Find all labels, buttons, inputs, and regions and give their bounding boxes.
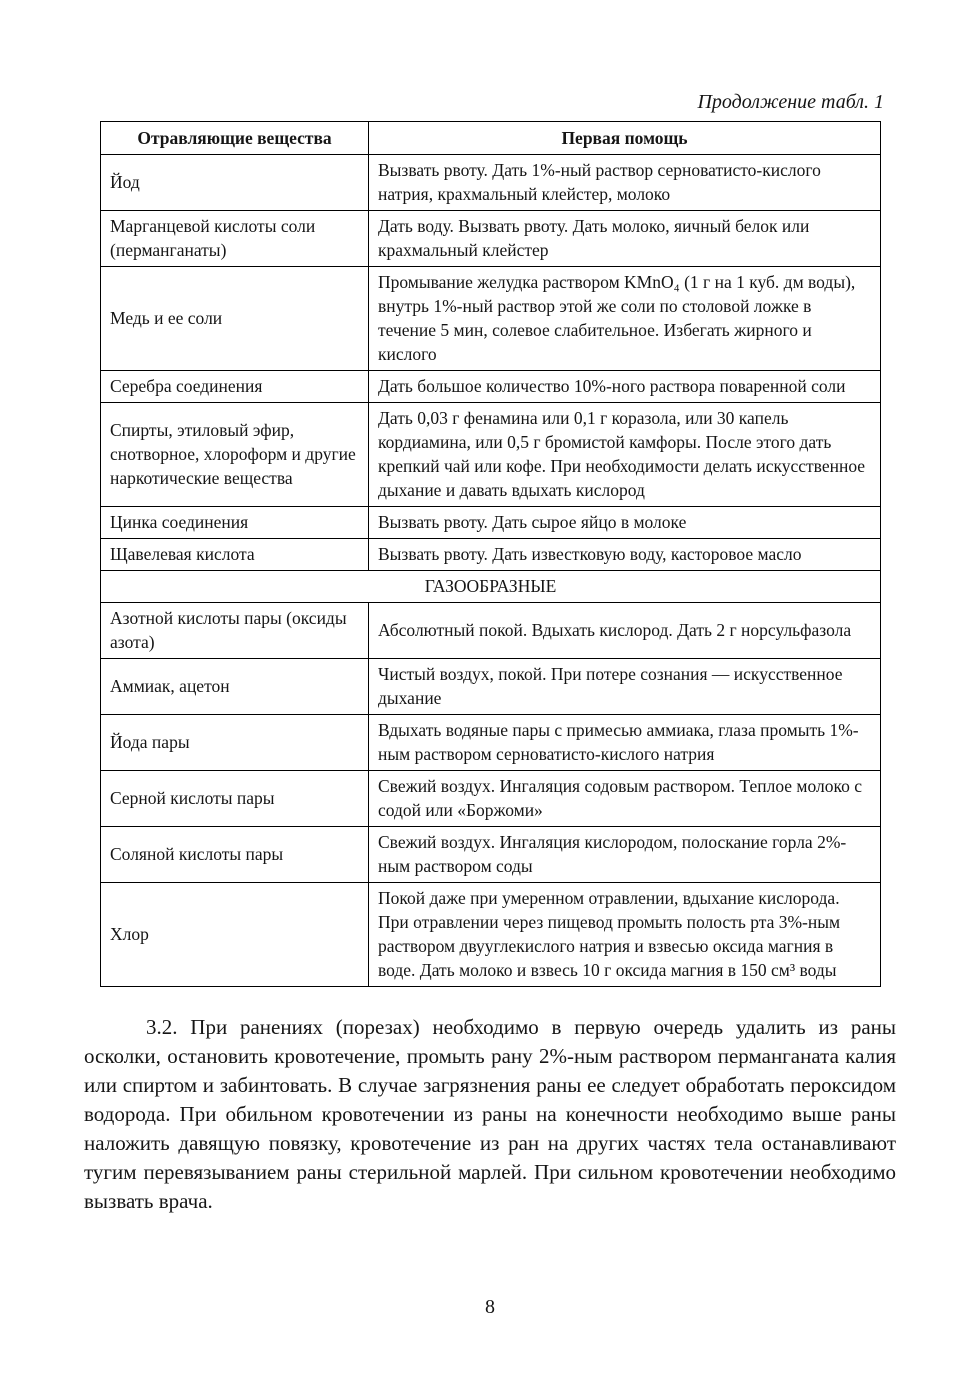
aid-cell: Дать воду. Вызвать рвоту. Дать молоко, я… bbox=[368, 210, 881, 267]
table-row: Аммиак, ацетон Чистый воздух, покой. При … bbox=[100, 658, 881, 715]
aid-cell: Абсолютный покой. Вдыхать кислород. Дать… bbox=[368, 602, 881, 659]
table-row: Йод Вызвать рвоту. Дать 1%-ный раствор се… bbox=[100, 154, 881, 211]
section-row: ГАЗООБРАЗНЫЕ bbox=[100, 570, 881, 603]
substance-cell: Аммиак, ацетон bbox=[100, 658, 369, 715]
table-row: Спирты, этиловый эфир, снотворное, хлоро… bbox=[100, 402, 881, 507]
substance-cell: Спирты, этиловый эфир, снотворное, хлоро… bbox=[100, 402, 369, 507]
page-number: 8 bbox=[485, 1296, 495, 1318]
aid-cell: Дать 0,03 г фенамина или 0,1 г коразола,… bbox=[368, 402, 881, 507]
table-row: Щавелевая кислота Вызвать рвоту. Дать изв… bbox=[100, 538, 881, 571]
substance-cell: Цинка соединения bbox=[100, 506, 369, 539]
aid-cell: Дать большое количество 10%-ного раствор… bbox=[368, 370, 881, 403]
table-row: Цинка соединения Вызвать рвоту. Дать сыро… bbox=[100, 506, 881, 539]
table-row: Йода пары Вдыхать водяные пары с примесью… bbox=[100, 714, 881, 771]
poison-first-aid-table: Отравляющие вещества Первая помощь Йод Вы… bbox=[100, 121, 881, 987]
aid-cell: Чистый воздух, покой. При потере сознани… bbox=[368, 658, 881, 715]
aid-cell: Свежий воздух. Ингаляция содовым раствор… bbox=[368, 770, 881, 827]
table-row: Хлор Покой даже при умеренном отравлении,… bbox=[100, 882, 881, 987]
substance-cell: Щавелевая кислота bbox=[100, 538, 369, 571]
table-body: Йод Вызвать рвоту. Дать 1%-ный раствор се… bbox=[100, 154, 881, 987]
table-caption: Продолжение табл. 1 bbox=[697, 91, 884, 113]
aid-cell: Промывание желудка раствором KMnO₄ (1 г … bbox=[368, 266, 881, 371]
table-row: Марганцевой кислоты соли (перманганаты) Д… bbox=[100, 210, 881, 267]
substance-cell: Йод bbox=[100, 154, 369, 211]
aid-cell: Вызвать рвоту. Дать известковую воду, ка… bbox=[368, 538, 881, 571]
substance-cell: Соляной кислоты пары bbox=[100, 826, 369, 883]
table-row: Серной кислоты пары Свежий воздух. Ингаля… bbox=[100, 770, 881, 827]
aid-column-header: Первая помощь bbox=[368, 121, 881, 155]
substance-cell: Медь и ее соли bbox=[100, 266, 369, 371]
table-row: Медь и ее соли Промывание желудка раствор… bbox=[100, 266, 881, 371]
section-cell: ГАЗООБРАЗНЫЕ bbox=[100, 570, 881, 603]
aid-cell: Свежий воздух. Ингаляция кислородом, пол… bbox=[368, 826, 881, 883]
substance-cell: Марганцевой кислоты соли (перманганаты) bbox=[100, 210, 369, 267]
substance-column-header: Отравляющие вещества bbox=[100, 121, 369, 155]
substance-cell: Серной кислоты пары bbox=[100, 770, 369, 827]
table-row: Серебра соединения Дать большое количеств… bbox=[100, 370, 881, 403]
substance-cell: Серебра соединения bbox=[100, 370, 369, 403]
substance-cell: Йода пары bbox=[100, 714, 369, 771]
aid-cell: Покой даже при умеренном отравлении, вды… bbox=[368, 882, 881, 987]
aid-cell: Вызвать рвоту. Дать 1%-ный раствор серно… bbox=[368, 154, 881, 211]
aid-cell: Вызвать рвоту. Дать сырое яйцо в молоке bbox=[368, 506, 881, 539]
header-row: Отравляющие вещества Первая помощь bbox=[100, 121, 881, 155]
table-row: Азотной кислоты пары (оксиды азота) Абсол… bbox=[100, 602, 881, 659]
substance-cell: Азотной кислоты пары (оксиды азота) bbox=[100, 602, 369, 659]
body-paragraph: 3.2. При ранениях (порезах) необходимо в… bbox=[84, 1015, 896, 1213]
table-row: Соляной кислоты пары Свежий воздух. Ингал… bbox=[100, 826, 881, 883]
substance-cell: Хлор bbox=[100, 882, 369, 987]
aid-cell: Вдыхать водяные пары с примесью аммиака,… bbox=[368, 714, 881, 771]
